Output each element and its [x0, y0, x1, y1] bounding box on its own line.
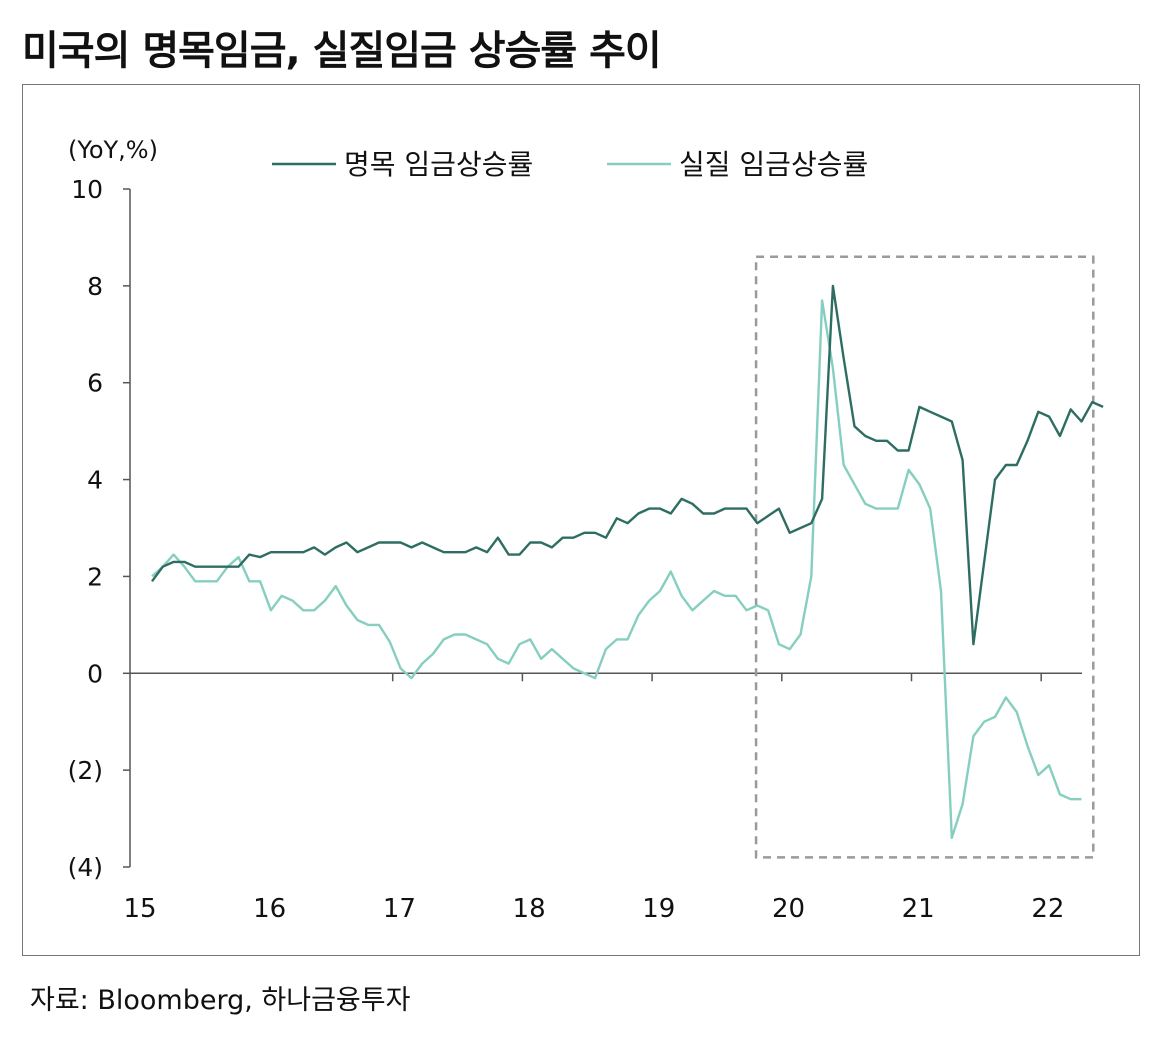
x-tick-label: 18	[513, 894, 546, 924]
x-tick-label: 15	[123, 894, 156, 924]
y-tick-label: 8	[87, 272, 103, 301]
chart-frame	[22, 84, 1140, 956]
highlight-layer	[754, 255, 1095, 859]
y-tick-label: 0	[87, 659, 103, 688]
y-unit-label: (YoY,%)	[68, 136, 158, 164]
legend-label: 실질 임금상승률	[679, 148, 868, 181]
series-lines	[151, 284, 1104, 840]
source-note: 자료: Bloomberg, 하나금융투자	[30, 985, 411, 1016]
y-tick-label: (2)	[68, 756, 103, 785]
y-tick-label: (4)	[68, 853, 103, 882]
x-tick-label: 19	[642, 894, 675, 924]
legend-label: 명목 임금상승률	[344, 148, 533, 181]
chart-title: 미국의 명목임금, 실질임금 상승률 추이	[22, 28, 662, 74]
nominal-wage-line	[151, 284, 1104, 646]
x-tick-label: 16	[253, 894, 286, 924]
x-tick-label: 22	[1031, 894, 1064, 924]
y-tick-label: 6	[87, 369, 103, 398]
y-tick-label: 2	[87, 562, 103, 591]
x-tick-label: 20	[772, 894, 805, 924]
x-tick-label: 21	[902, 894, 935, 924]
y-tick-label: 10	[71, 175, 103, 204]
highlight-box	[754, 255, 1095, 859]
x-tick-label: 17	[383, 894, 416, 924]
y-tick-label: 4	[87, 466, 103, 495]
real-wage-line	[151, 299, 1082, 840]
legend: 명목 임금상승률 실질 임금상승률	[272, 148, 868, 181]
